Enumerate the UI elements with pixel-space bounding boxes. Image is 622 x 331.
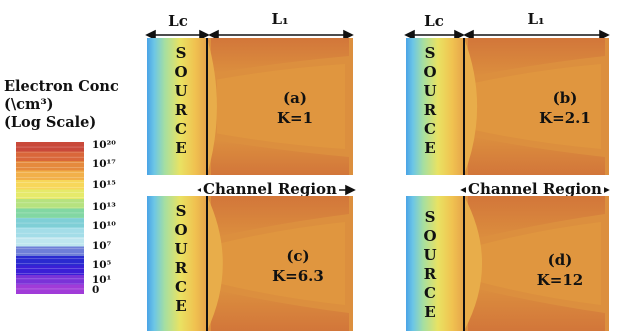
legend-swatch [16, 151, 84, 162]
panel-a-label: (a) K=1 [260, 88, 330, 128]
source-transition [207, 38, 217, 175]
panel-b-contour [406, 38, 609, 175]
legend-swatch [16, 189, 84, 200]
source-letter: U [423, 246, 437, 264]
source-letter: O [174, 221, 188, 239]
legend-tick-label: 10⁵ [92, 259, 112, 272]
source-letter: E [175, 139, 187, 157]
legend-title: Electron Conc (\cm³) (Log Scale) [4, 78, 144, 132]
legend-tick-label: 10¹⁵ [92, 178, 116, 191]
legend-swatch [16, 199, 84, 210]
panel-c-contour [147, 196, 353, 331]
panel-d-label: (d) K=12 [520, 250, 600, 290]
legend-tick-label: 10¹ [92, 273, 112, 286]
source-transition [207, 196, 223, 331]
contour-core [474, 64, 601, 149]
panel-id: (b) [552, 89, 578, 107]
source-region [406, 38, 464, 175]
panel-k-value: K=2.1 [539, 109, 591, 127]
contour-band-top [211, 38, 349, 74]
legend-swatch [16, 180, 84, 191]
legend-swatch [16, 265, 84, 276]
legend-swatch [16, 237, 84, 248]
legend-swatch [16, 142, 84, 153]
source-transition [464, 196, 483, 331]
source-letter: C [175, 278, 187, 296]
legend-swatch [16, 208, 84, 219]
panel-id: (a) [283, 89, 307, 107]
source-region [147, 196, 207, 331]
source-letter: R [174, 101, 188, 119]
source-letter: S [424, 208, 436, 226]
panel-k-value: K=6.3 [272, 267, 324, 285]
lc-label-b: Lc [424, 12, 444, 30]
legend-swatch [16, 161, 84, 172]
source-letter: C [175, 120, 187, 138]
contour-band-top [468, 38, 605, 77]
legend-title-line-3: (Log Scale) [4, 114, 97, 131]
legend-swatch [16, 284, 84, 294]
source-letter: R [423, 265, 437, 283]
source-letter: S [175, 202, 187, 220]
legend-tick-label: 10¹³ [92, 200, 116, 213]
panel-b-label: (b) K=2.1 [520, 88, 610, 128]
source-letter: S [175, 44, 187, 62]
legend-swatch [16, 256, 84, 267]
source-letter: O [423, 63, 437, 81]
source-letter: O [423, 227, 437, 245]
source-letter: E [424, 303, 436, 321]
panel-d-contour [406, 196, 609, 331]
source-letter: U [174, 240, 188, 258]
source-letter: C [424, 120, 436, 138]
legend-swatch [16, 218, 84, 229]
legend-tick-label: 10¹⁷ [92, 158, 116, 171]
contour-band-bottom [211, 289, 349, 331]
channel-region-label-left: Channel Region [201, 180, 339, 198]
legend-swatch [16, 246, 84, 257]
legend-swatch [16, 227, 84, 238]
contour-core [474, 222, 601, 305]
legend-tick-label: 10²⁰ [92, 139, 116, 152]
contour-band-bottom [468, 286, 605, 331]
panel-id: (d) [547, 251, 573, 269]
source-letter: O [174, 63, 188, 81]
contour-band-bottom [211, 139, 349, 175]
contour-core [217, 222, 345, 305]
legend-title-line-1: Electron Conc [4, 78, 119, 95]
panel-c-label: (c) K=6.3 [258, 246, 338, 286]
source-letter: R [174, 259, 188, 277]
contour-core [217, 64, 345, 149]
panel-k-value: K=12 [536, 271, 584, 289]
legend-tick-label: 10⁷ [92, 240, 112, 253]
panel-k-value: K=1 [276, 109, 314, 127]
panel-a-contour [147, 38, 353, 175]
legend-tick-label: 0 [92, 284, 100, 297]
channel-region-label-right: Channel Region [466, 180, 604, 198]
source-letter: E [175, 297, 187, 315]
source-letter: U [174, 82, 188, 100]
source-region [406, 196, 464, 331]
source-transition [464, 38, 478, 175]
source-letter: S [424, 44, 436, 62]
legend-colorbar [16, 142, 84, 294]
source-letter: U [423, 82, 437, 100]
source-letter: E [424, 139, 436, 157]
l1-label-b: L₁ [527, 10, 545, 28]
contour-band-top [211, 196, 349, 238]
source-letter: R [423, 101, 437, 119]
lc-label-a: Lc [168, 12, 188, 30]
panel-id: (c) [286, 247, 310, 265]
source-letter: C [424, 284, 436, 302]
legend-title-line-2: (\cm³) [4, 96, 54, 113]
contour-band-bottom [468, 136, 605, 175]
legend-swatch [16, 170, 84, 181]
l1-label-a: L₁ [271, 10, 289, 28]
source-region [147, 38, 207, 175]
legend-swatch [16, 275, 84, 286]
contour-band-top [468, 196, 605, 241]
legend-tick-label: 10¹⁰ [92, 220, 116, 233]
